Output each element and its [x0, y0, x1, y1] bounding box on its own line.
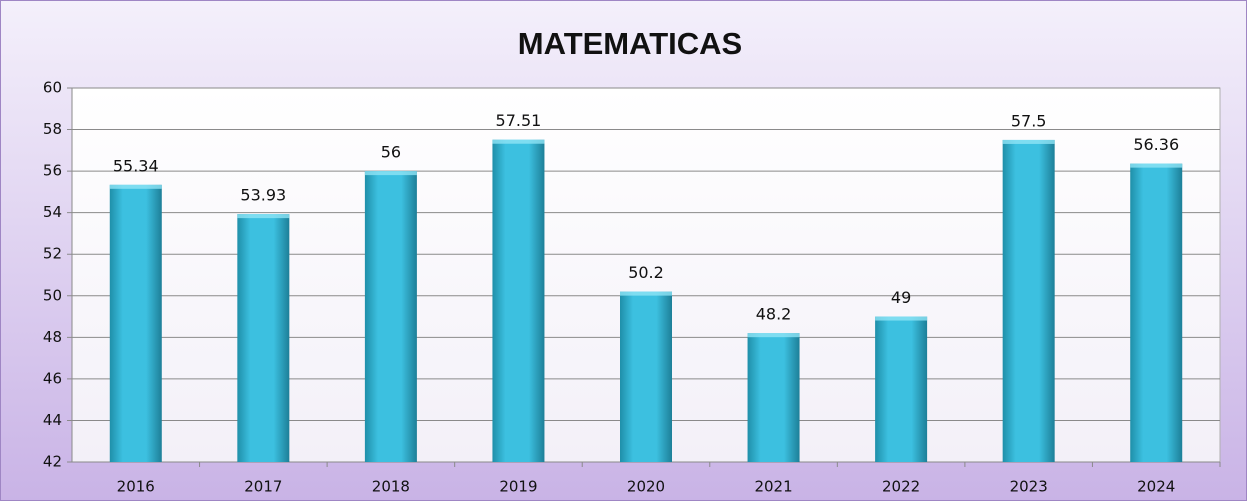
- y-tick-label: 58: [43, 120, 62, 138]
- bar: [747, 333, 800, 462]
- bar: [1002, 139, 1055, 462]
- bar-cap: [492, 139, 545, 144]
- bar-cap: [109, 184, 162, 189]
- y-tick-label: 56: [43, 162, 62, 180]
- x-tick-label: 2017: [244, 478, 282, 496]
- x-tick-label: 2022: [882, 478, 920, 496]
- data-label: 57.51: [496, 111, 542, 130]
- x-tick-label: 2019: [499, 478, 537, 496]
- y-tick-label: 44: [43, 411, 62, 429]
- data-label: 56: [381, 143, 401, 162]
- x-tick-label: 2023: [1010, 478, 1048, 496]
- x-tick-label: 2024: [1137, 478, 1175, 496]
- data-label: 49: [891, 288, 911, 307]
- y-tick-label: 46: [43, 369, 62, 387]
- bar: [492, 139, 545, 462]
- bar: [364, 171, 417, 462]
- bar: [620, 291, 672, 462]
- data-label: 48.2: [756, 305, 792, 324]
- bar: [109, 184, 162, 462]
- y-tick-label: 54: [43, 203, 62, 221]
- data-label: 57.5: [1011, 111, 1047, 130]
- bar-cap: [237, 214, 290, 219]
- data-label: 53.93: [240, 186, 286, 205]
- bar-cap: [747, 333, 800, 338]
- bar-cap: [1130, 163, 1183, 168]
- bar: [875, 316, 928, 462]
- x-tick-label: 2020: [627, 478, 665, 496]
- bar-cap: [1002, 139, 1055, 144]
- x-tick-label: 2018: [372, 478, 410, 496]
- y-tick-label: 60: [43, 79, 62, 97]
- x-tick-label: 2021: [754, 478, 792, 496]
- data-label: 50.2: [628, 263, 664, 282]
- y-tick-label: 48: [43, 328, 62, 346]
- y-tick-label: 50: [43, 286, 62, 304]
- bar: [1130, 163, 1183, 462]
- bar: [237, 214, 290, 462]
- x-tick-label: 2016: [117, 478, 155, 496]
- bar-cap: [364, 171, 417, 176]
- y-tick-label: 42: [43, 453, 62, 471]
- y-tick-label: 52: [43, 245, 62, 263]
- bar-cap: [620, 291, 672, 296]
- data-label: 56.36: [1133, 135, 1179, 154]
- bar-cap: [875, 316, 928, 321]
- data-label: 55.34: [113, 156, 159, 175]
- chart-title: MATEMATICAS: [518, 26, 742, 61]
